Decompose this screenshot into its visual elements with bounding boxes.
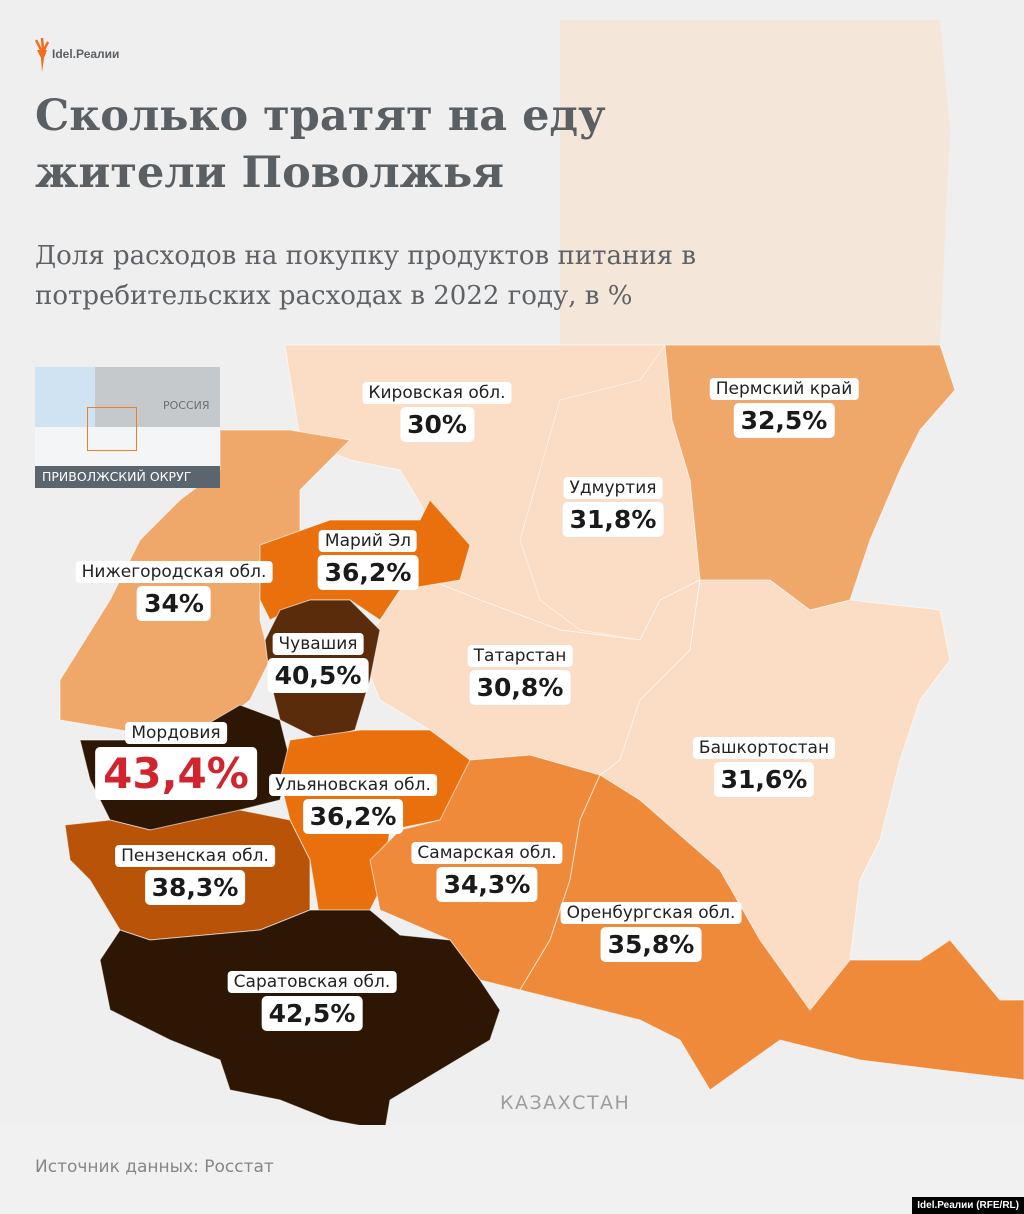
locator-inset: РОССИЯ ПРИВОЛЖСКИЙ ОКРУГ [35, 367, 220, 488]
region-label-tatarstan: Татарстан 30,8% [467, 645, 573, 705]
region-value: 34% [137, 586, 211, 621]
region-name: Татарстан [467, 645, 573, 667]
region-label-mari-el: Марий Эл 36,2% [317, 530, 419, 590]
region-value: 35,8% [600, 927, 702, 962]
region-value: 30,8% [469, 670, 571, 705]
region-label-mordovia: Мордовия 43,4% [95, 722, 257, 800]
inset-land [35, 427, 220, 467]
region-name: Самарская обл. [411, 842, 563, 864]
region-label-saratov: Саратовская обл. 42,5% [227, 971, 397, 1031]
inset-highlight-box [87, 407, 137, 451]
region-value: 31,8% [562, 502, 664, 537]
region-label-penza: Пензенская обл. 38,3% [115, 845, 275, 905]
credit: Idel.Реалии (RFE/RL) [912, 1197, 1024, 1214]
torch-icon [34, 37, 50, 72]
region-label-bashkortostan: Башкортостан 31,6% [692, 737, 836, 797]
inset-country-label: РОССИЯ [163, 399, 210, 412]
region-name: Оренбургская обл. [560, 902, 742, 924]
region-name: Чувашия [272, 633, 364, 655]
logo-text: Idel.Реалии [52, 47, 120, 61]
page-title: Сколько тратят на еду жители Поволжья [35, 91, 606, 198]
region-value: 38,3% [144, 870, 246, 905]
logo: Idel.Реалии [34, 36, 119, 72]
region-label-samara: Самарская обл. 34,3% [411, 842, 563, 902]
region-value: 34,3% [436, 867, 538, 902]
region-value: 32,5% [733, 403, 835, 438]
region-value: 36,2% [302, 799, 404, 834]
region-label-perm: Пермский край 32,5% [709, 378, 859, 438]
inset-caption: ПРИВОЛЖСКИЙ ОКРУГ [35, 466, 220, 488]
region-value: 40,5% [267, 658, 369, 693]
region-name: Нижегородская обл. [75, 561, 273, 583]
neighbor-label-kazakhstan: КАЗАХСТАН [500, 1092, 631, 1114]
region-name: Пермский край [709, 378, 859, 400]
region-label-nizhny-novgorod: Нижегородская обл. 34% [75, 561, 273, 621]
region-value-highlight: 43,4% [95, 747, 257, 800]
region-name: Мордовия [125, 722, 227, 744]
region-name: Удмуртия [563, 477, 663, 499]
region-value: 36,2% [317, 555, 419, 590]
region-name: Башкортостан [692, 737, 836, 759]
subtitle: Доля расходов на покупку продуктов питан… [35, 241, 696, 311]
region-label-ulyanovsk: Ульяновская обл. 36,2% [269, 774, 437, 834]
region-name: Ульяновская обл. [269, 774, 437, 796]
region-value: 31,6% [713, 762, 815, 797]
region-label-udmurtia: Удмуртия 31,8% [562, 477, 664, 537]
region-orenburg [519, 774, 1024, 1091]
region-value: 42,5% [261, 996, 363, 1031]
source-note: Источник данных: Росстат [35, 1157, 274, 1177]
footer-band [0, 1125, 1024, 1214]
region-label-orenburg: Оренбургская обл. 35,8% [560, 902, 742, 962]
region-name: Пензенская обл. [115, 845, 275, 867]
region-value: 30% [400, 407, 474, 442]
region-label-chuvashia: Чувашия 40,5% [267, 633, 369, 693]
region-name: Саратовская обл. [227, 971, 397, 993]
background-territory [560, 20, 950, 345]
region-name: Кировская обл. [362, 382, 512, 404]
region-label-kirov: Кировская обл. 30% [362, 382, 512, 442]
region-name: Марий Эл [318, 530, 418, 552]
